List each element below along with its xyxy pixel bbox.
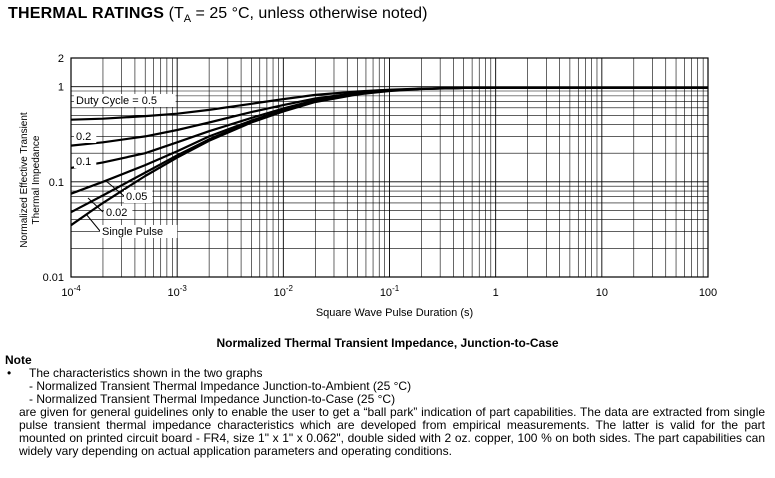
x-tick-label: 10 xyxy=(596,287,608,299)
thermal-impedance-chart: Duty Cycle = 0.5 0.2 0.1 0.05 0.02 Single Pul… xyxy=(19,53,717,319)
label-backing xyxy=(104,206,133,219)
x-tick-label: 10-4 xyxy=(61,284,81,299)
label-backing xyxy=(74,94,176,107)
label-duty-0-1: 0.1 xyxy=(76,156,91,168)
label-single-pulse: Single Pulse xyxy=(102,226,163,238)
label-duty-0-05: 0.05 xyxy=(126,191,147,203)
note-line-2: - Normalized Transient Thermal Impedance… xyxy=(29,379,412,393)
section-title: THERMAL RATINGS xyxy=(8,5,165,22)
curve-single-pulse xyxy=(70,86,708,227)
condition-rest: = 25 °C, unless otherwise noted) xyxy=(191,5,428,22)
note-bullet-item: • The characteristics shown in the two g… xyxy=(5,367,765,406)
y-tick-label: 0.1 xyxy=(49,177,64,189)
y-tick-label: 0.01 xyxy=(43,272,64,284)
x-tick-label: 10-1 xyxy=(380,284,400,299)
label-duty-0-5: Duty Cycle = 0.5 xyxy=(76,95,157,107)
test-condition: (TA = 25 °C, unless otherwise noted) xyxy=(168,5,428,26)
label-duty-0-02: 0.02 xyxy=(106,207,127,219)
y-axis-label-line-2: Thermal Impedance xyxy=(31,135,42,224)
label-leader-line xyxy=(87,197,104,213)
x-tick-label: 100 xyxy=(699,287,717,299)
label-backing xyxy=(100,225,178,238)
chart-caption: Normalized Thermal Transient Impedance, … xyxy=(216,336,559,350)
note-title: Note xyxy=(5,353,32,367)
note-paragraph: are given for general guidelines only to… xyxy=(19,405,765,458)
x-axis-label: Square Wave Pulse Duration (s) xyxy=(316,307,473,319)
label-duty-0-2: 0.2 xyxy=(76,131,91,143)
label-leader-line xyxy=(105,180,125,197)
section-heading: THERMAL RATINGS (TA = 25 °C, unless othe… xyxy=(8,5,427,25)
note-line-3: - Normalized Transient Thermal Impedance… xyxy=(29,392,396,406)
y-tick-label: 2 xyxy=(58,53,64,65)
bullet-body: The characteristics shown in the two gra… xyxy=(29,367,765,406)
label-backing xyxy=(74,130,97,143)
note-line-1: The characteristics shown in the two gra… xyxy=(29,366,263,380)
condition-subscript: A xyxy=(183,13,192,26)
x-tick-label: 1 xyxy=(493,287,499,299)
y-tick-label: 1 xyxy=(58,82,64,94)
y-axis-label-line-1: Normalized Effective Transient xyxy=(19,112,30,248)
bullet-mark: • xyxy=(7,366,12,380)
label-backing xyxy=(74,155,97,168)
label-backing xyxy=(124,190,153,203)
label-leader-line xyxy=(85,213,101,232)
x-tick-label: 10-2 xyxy=(274,284,294,299)
condition-open: (T xyxy=(168,5,184,22)
note-section: Note • The characteristics shown in the … xyxy=(5,354,765,458)
x-tick-label: 10-3 xyxy=(167,284,187,299)
